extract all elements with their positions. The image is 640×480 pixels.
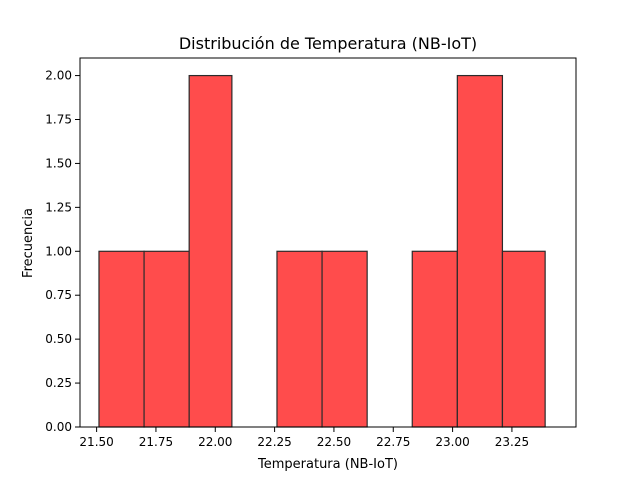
histogram-bar-6 — [321, 250, 368, 428]
histogram-bar-9 — [456, 74, 504, 428]
y-tick-label: 2.00 — [45, 69, 72, 83]
y-tick-label: 1.75 — [45, 113, 72, 127]
x-tick-label: 22.00 — [198, 435, 232, 449]
x-tick-label: 22.25 — [257, 435, 291, 449]
histogram-bar-5 — [276, 250, 323, 428]
histogram-bar-1 — [98, 250, 145, 428]
y-tick-label: 0.75 — [45, 288, 72, 302]
y-tick-label: 0.00 — [45, 420, 72, 434]
x-axis-label: Temperatura (NB-IoT) — [257, 457, 398, 472]
y-axis: 0.00 0.25 0.50 0.75 1.00 1.25 1.50 1.75 2.00 — [45, 69, 80, 434]
x-tick-label: 23.00 — [435, 435, 469, 449]
bars-layer — [98, 74, 546, 428]
x-tick-label: 21.50 — [79, 435, 113, 449]
histogram-bar-2 — [143, 250, 190, 428]
plot-frame — [79, 57, 577, 428]
chart-title: Distribución de Temperatura (NB-IoT) — [179, 34, 477, 53]
y-tick-label: 1.00 — [45, 244, 72, 258]
x-tick-label: 21.75 — [139, 435, 173, 449]
y-tick-label: 0.50 — [45, 332, 72, 346]
y-tick-label: 0.25 — [45, 376, 72, 390]
histogram-bar-3 — [188, 74, 233, 428]
x-tick-label: 22.50 — [317, 435, 351, 449]
histogram-bar-10 — [501, 250, 546, 428]
histogram-bar-8 — [411, 250, 458, 428]
y-tick-label: 1.25 — [45, 200, 72, 214]
x-tick-label: 22.75 — [376, 435, 410, 449]
y-axis-label: Frecuencia — [21, 208, 36, 278]
x-tick-label: 23.25 — [495, 435, 529, 449]
x-axis: 21.50 21.75 22.00 22.25 22.50 22.75 23.00 23.25 — [79, 427, 529, 449]
y-tick-label: 1.50 — [45, 156, 72, 170]
